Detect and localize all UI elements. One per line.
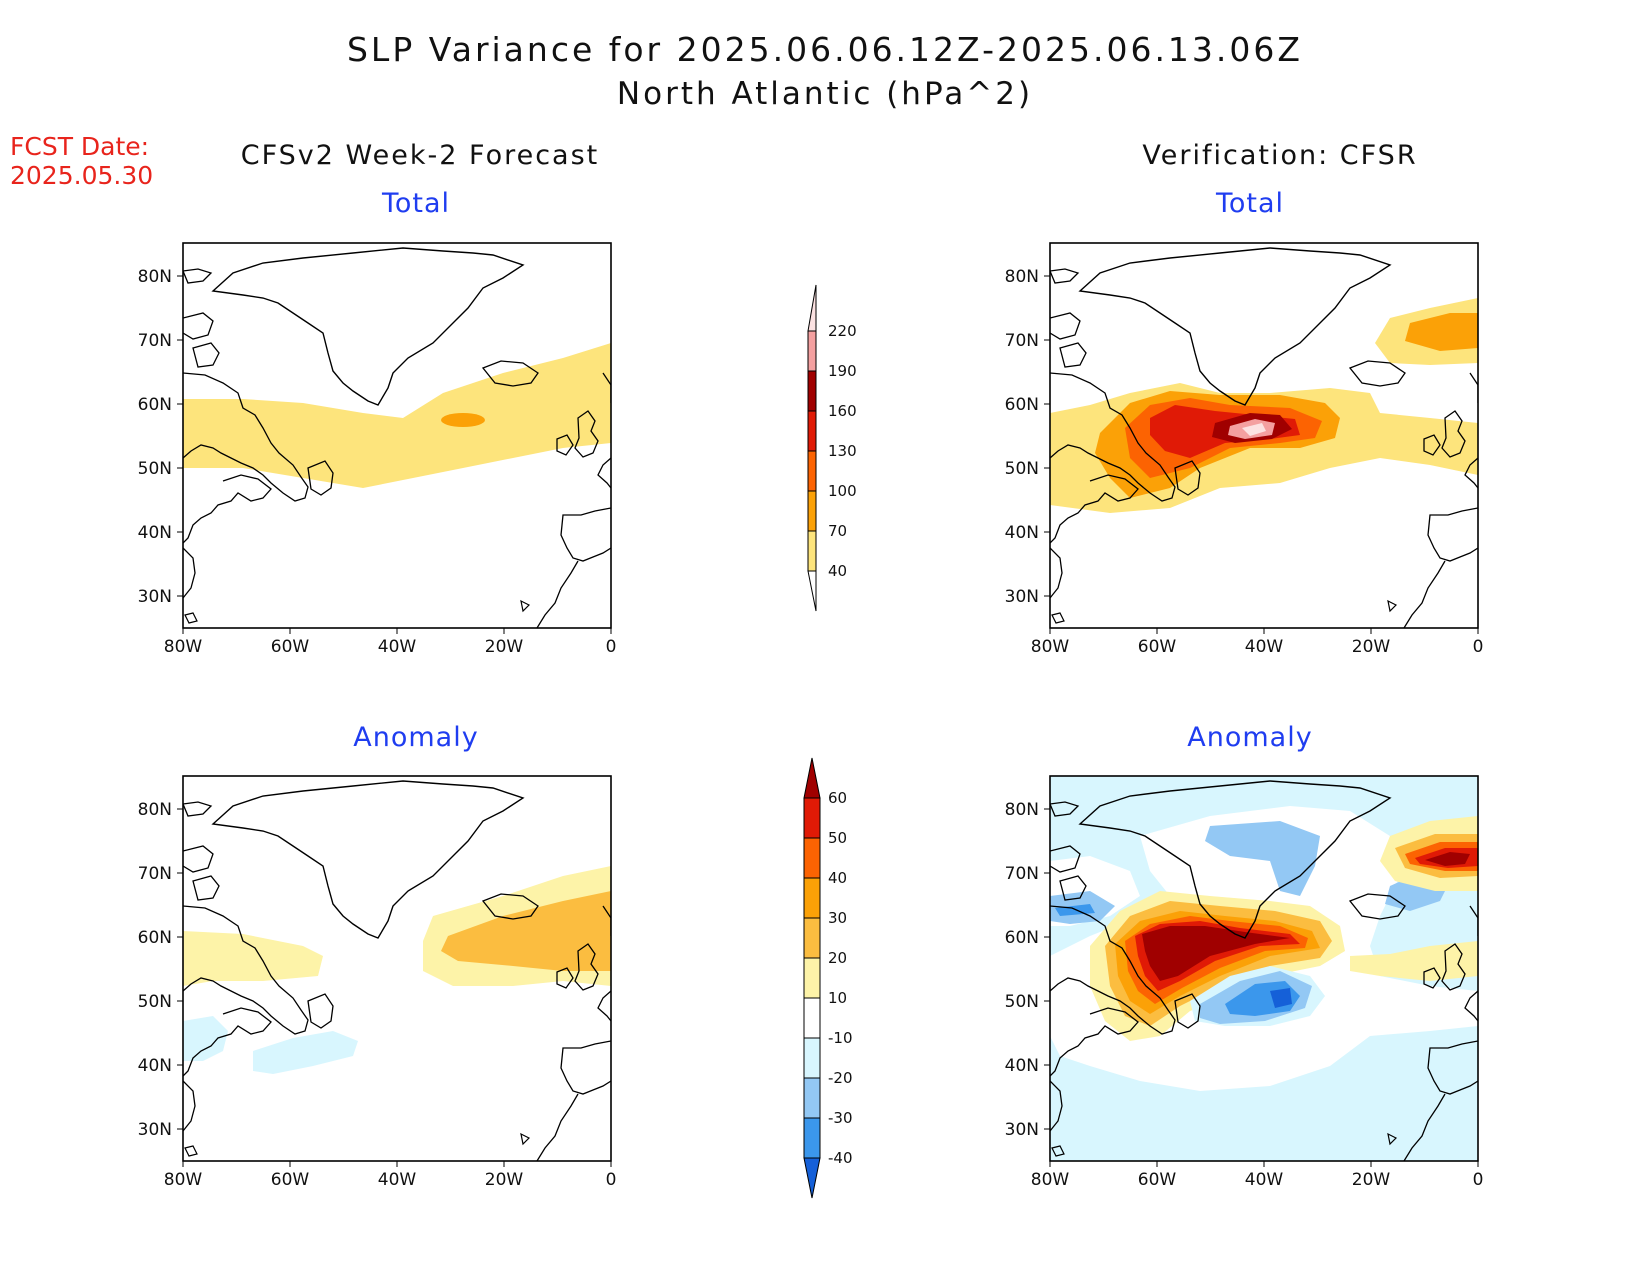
colorbar-swatch xyxy=(807,284,817,332)
axis-labels: 80N 70N 60N 50N 40N 30N 80W 60W 40W 20W … xyxy=(138,267,1484,1190)
lat-label: 50N xyxy=(138,459,172,479)
lat-label: 60N xyxy=(1005,928,1039,948)
fcst-date-label: FCST Date: xyxy=(10,132,150,161)
lon-label: 80W xyxy=(164,637,203,657)
colorbar-label: -20 xyxy=(828,1069,853,1087)
colorbar-swatch xyxy=(803,1077,821,1119)
lat-label: 60N xyxy=(138,928,172,948)
lon-label: 20W xyxy=(485,1170,524,1190)
colorbar-swatch xyxy=(807,370,817,412)
forecast-anomaly-title: Anomaly xyxy=(353,722,479,753)
lon-label: 40W xyxy=(378,1170,417,1190)
lat-label: 70N xyxy=(138,331,172,351)
forecast-total-map xyxy=(176,242,612,635)
lat-label: 70N xyxy=(1005,864,1039,884)
lon-label: 80W xyxy=(1031,637,1070,657)
colorbar-swatch xyxy=(807,530,817,572)
colorbar-swatch xyxy=(807,450,817,492)
lat-label: 80N xyxy=(138,267,172,287)
colorbar-swatch xyxy=(803,1157,821,1199)
lat-label: 50N xyxy=(138,992,172,1012)
verification-anomaly-map xyxy=(1043,775,1479,1168)
colorbar-label: 220 xyxy=(828,322,857,340)
fcst-date-value: 2025.05.30 xyxy=(10,161,154,190)
anomaly-colorbar: 60 50 40 30 20 10 -10 -20 -30 -40 xyxy=(803,757,853,1199)
forecast-total-title: Total xyxy=(381,188,451,219)
lon-label: 0 xyxy=(606,637,617,657)
lon-label: 0 xyxy=(1473,637,1484,657)
colorbar-label: 10 xyxy=(828,989,847,1007)
lon-label: 40W xyxy=(1245,1170,1284,1190)
lat-label: 80N xyxy=(1005,267,1039,287)
colorbar-label: 50 xyxy=(828,829,847,847)
lat-label: 30N xyxy=(1005,1120,1039,1140)
colorbar-swatch xyxy=(803,1037,821,1079)
lat-label: 30N xyxy=(138,1120,172,1140)
colorbar-swatch xyxy=(807,490,817,532)
main-subtitle: North Atlantic (hPa^2) xyxy=(616,76,1034,112)
lat-label: 30N xyxy=(1005,587,1039,607)
colorbar-label: 20 xyxy=(828,949,847,967)
colorbar-swatch xyxy=(803,1117,821,1159)
lat-label: 50N xyxy=(1005,459,1039,479)
lon-label: 60W xyxy=(1138,637,1177,657)
colorbar-label: -10 xyxy=(828,1029,853,1047)
colorbar-label: -30 xyxy=(828,1109,853,1127)
colorbar-label: 60 xyxy=(828,789,847,807)
lon-label: 20W xyxy=(1352,637,1391,657)
lon-label: 0 xyxy=(1473,1170,1484,1190)
lat-label: 60N xyxy=(1005,395,1039,415)
lat-label: 80N xyxy=(138,800,172,820)
colorbar-label: 30 xyxy=(828,909,847,927)
colorbar-swatch xyxy=(807,410,817,452)
lon-label: 20W xyxy=(1352,1170,1391,1190)
lat-label: 30N xyxy=(138,587,172,607)
lon-label: 40W xyxy=(378,637,417,657)
lat-label: 80N xyxy=(1005,800,1039,820)
lon-label: 60W xyxy=(271,637,310,657)
colorbar-swatch xyxy=(803,877,821,919)
total-colorbar: 40 70 100 130 160 190 220 xyxy=(807,284,857,612)
lat-label: 40N xyxy=(1005,1056,1039,1076)
verification-column-title: Verification: CFSR xyxy=(1142,140,1418,171)
colorbar-label: 70 xyxy=(828,522,847,540)
colorbar-swatch xyxy=(803,957,821,999)
lon-label: 80W xyxy=(164,1170,203,1190)
colorbar-swatch xyxy=(803,797,821,839)
colorbar-swatch xyxy=(807,330,817,372)
lat-label: 50N xyxy=(1005,992,1039,1012)
colorbar-label: 130 xyxy=(828,442,857,460)
lat-label: 40N xyxy=(138,523,172,543)
colorbar-swatch xyxy=(803,837,821,879)
lon-label: 20W xyxy=(485,637,524,657)
forecast-column-title: CFSv2 Week-2 Forecast xyxy=(240,140,600,171)
colorbar-swatch xyxy=(803,917,821,959)
lon-label: 80W xyxy=(1031,1170,1070,1190)
verification-total-map xyxy=(1043,242,1479,635)
lat-label: 40N xyxy=(138,1056,172,1076)
colorbar-label: -40 xyxy=(828,1149,853,1167)
lat-label: 60N xyxy=(138,395,172,415)
lon-label: 0 xyxy=(606,1170,617,1190)
colorbar-label: 100 xyxy=(828,482,857,500)
verification-anomaly-title: Anomaly xyxy=(1187,722,1313,753)
lat-label: 70N xyxy=(1005,331,1039,351)
verification-total-title: Total xyxy=(1215,188,1285,219)
colorbar-label: 40 xyxy=(828,869,847,887)
colorbar-label: 160 xyxy=(828,402,857,420)
lon-label: 60W xyxy=(1138,1170,1177,1190)
colorbar-swatch xyxy=(803,757,821,799)
lon-label: 40W xyxy=(1245,637,1284,657)
main-title: SLP Variance for 2025.06.06.12Z-2025.06.… xyxy=(346,30,1304,69)
colorbar-label: 190 xyxy=(828,362,857,380)
lat-label: 70N xyxy=(138,864,172,884)
lat-label: 40N xyxy=(1005,523,1039,543)
colorbar-label: 40 xyxy=(828,562,847,580)
lon-label: 60W xyxy=(271,1170,310,1190)
forecast-anomaly-map xyxy=(176,775,612,1168)
colorbar-swatch xyxy=(803,997,821,1039)
